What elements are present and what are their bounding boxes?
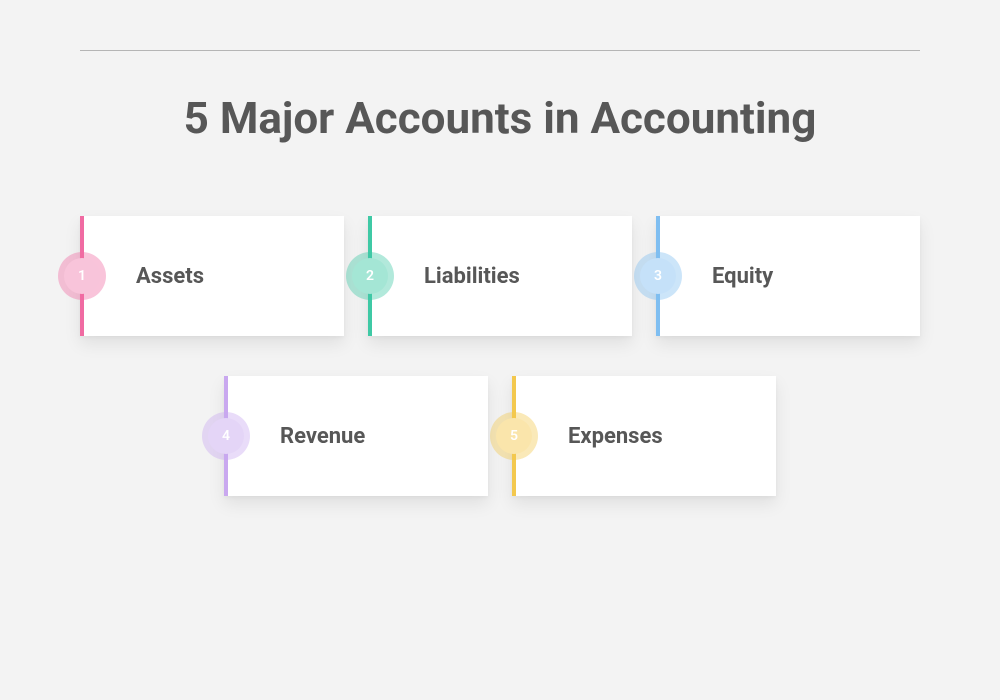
card-label: Expenses xyxy=(568,424,663,449)
infographic-container: 5 Major Accounts in Accounting 1 Assets … xyxy=(0,0,1000,700)
card-badge: 1 xyxy=(64,258,100,294)
card-row-1: 1 Assets 2 Liabilities 3 Equity xyxy=(80,216,920,336)
card-number: 1 xyxy=(78,268,86,284)
card-badge: 4 xyxy=(208,418,244,454)
card-revenue: 4 Revenue xyxy=(224,376,488,496)
card-row-2: 4 Revenue 5 Expenses xyxy=(80,376,920,496)
card-liabilities: 2 Liabilities xyxy=(368,216,632,336)
card-label: Assets xyxy=(136,264,204,289)
card-number: 4 xyxy=(222,428,230,444)
card-assets: 1 Assets xyxy=(80,216,344,336)
card-label: Liabilities xyxy=(424,264,520,289)
card-equity: 3 Equity xyxy=(656,216,920,336)
card-badge: 5 xyxy=(496,418,532,454)
card-label: Equity xyxy=(712,264,773,289)
card-badge: 2 xyxy=(352,258,388,294)
card-expenses: 5 Expenses xyxy=(512,376,776,496)
top-divider xyxy=(80,50,920,51)
card-number: 5 xyxy=(510,428,518,444)
page-title: 5 Major Accounts in Accounting xyxy=(184,91,817,146)
card-number: 3 xyxy=(654,268,662,284)
card-badge: 3 xyxy=(640,258,676,294)
card-number: 2 xyxy=(366,268,374,284)
card-label: Revenue xyxy=(280,424,365,449)
